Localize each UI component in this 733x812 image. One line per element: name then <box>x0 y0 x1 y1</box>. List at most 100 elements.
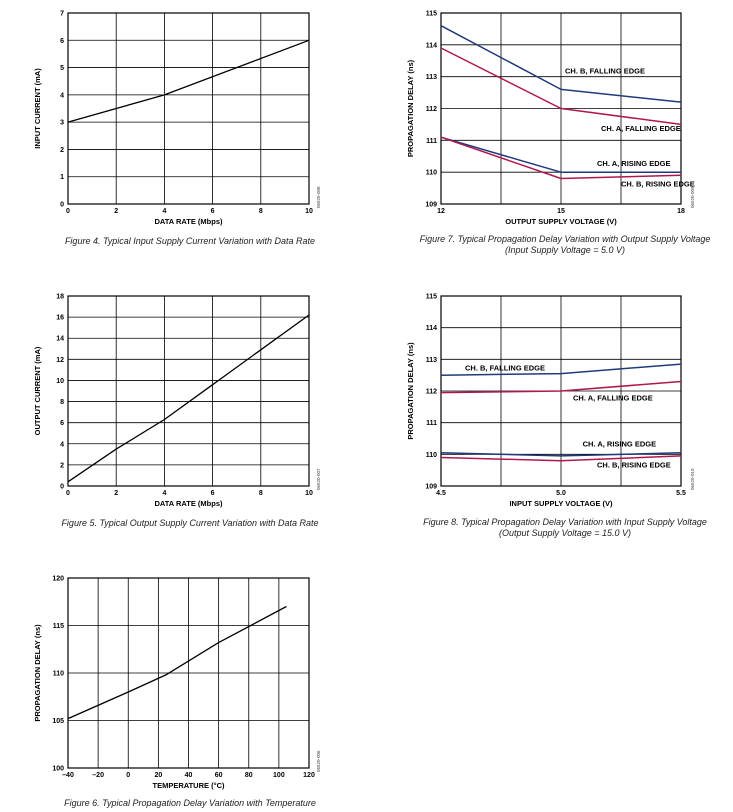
series-line-3 <box>440 136 681 173</box>
series-line-1 <box>67 314 310 483</box>
x-tick-label: 40 <box>185 772 193 779</box>
y-tick-label: 0 <box>60 202 64 209</box>
series-line-1 <box>67 39 310 123</box>
y-tick-label: 110 <box>426 452 437 459</box>
x-axis-label: DATA RATE (Mbps) <box>154 217 223 226</box>
x-tick-label: 4 <box>162 490 166 497</box>
x-tick-label: 100 <box>273 772 285 779</box>
x-tick-label: 10 <box>305 208 313 215</box>
chart-fig6: –40 –20 0 20 40 60 80 100 120 100 105 110 115 120 TEMP… <box>33 576 321 791</box>
plot-frame <box>67 295 310 487</box>
y-tick-label: 115 <box>426 11 437 18</box>
x-tick-label: 2 <box>114 208 118 215</box>
x-tick-label: 60 <box>215 772 223 779</box>
x-tick-label: –40 <box>62 772 74 779</box>
series-annotation: CH. A, FALLING EDGE <box>573 394 653 403</box>
x-tick-label: 5.5 <box>676 490 686 497</box>
y-tick-label: 8 <box>60 399 64 406</box>
chart-fig4: 0 2 4 6 8 10 0 1 2 3 4 5 6 7 DATA RATE (Mbps) INPUT CUR… <box>33 11 321 227</box>
x-tick-label: 0 <box>66 208 70 215</box>
caption-fig6: Figure 6. Typical Propagation Delay Vari… <box>64 798 316 808</box>
y-tick-label: 100 <box>52 766 64 773</box>
x-tick-label: 0 <box>126 772 130 779</box>
series-line-4 <box>440 136 682 180</box>
y-tick-label: 111 <box>426 420 437 427</box>
y-tick-label: 14 <box>56 336 64 343</box>
caption-fig8: Figure 8. Typical Propagation Delay Vari… <box>423 517 707 538</box>
y-tick-label: 114 <box>426 42 437 49</box>
y-tick-label: 16 <box>56 315 64 322</box>
series-line-4 <box>440 455 682 462</box>
y-tick-label: 2 <box>60 462 64 469</box>
y-axis-label: INPUT CURRENT (mA) <box>33 68 42 149</box>
y-tick-label: 0 <box>60 484 64 491</box>
plot-frame <box>67 12 310 205</box>
y-tick-label: 110 <box>53 671 64 678</box>
y-tick-label: 109 <box>425 202 437 209</box>
series-annotation: CH. B, RISING EDGE <box>597 461 671 470</box>
y-tick-label: 5 <box>60 65 64 72</box>
y-tick-label: 112 <box>426 389 437 396</box>
x-tick-label: 0 <box>66 490 70 497</box>
x-axis-label: OUTPUT SUPPLY VOLTAGE (V) <box>505 217 617 226</box>
y-axis-label: OUTPUT CURRENT (mA) <box>33 346 42 435</box>
caption-fig5: Figure 5. Typical Output Supply Current … <box>61 518 319 528</box>
x-tick-label: 8 <box>259 490 263 497</box>
y-tick-label: 120 <box>52 576 64 583</box>
plot-frame <box>440 295 682 487</box>
y-tick-label: 1 <box>60 174 64 181</box>
y-tick-label: 12 <box>56 357 64 364</box>
x-tick-label: 8 <box>259 208 263 215</box>
figure-code: 06520-008 <box>316 186 321 208</box>
series-line-1 <box>67 605 287 720</box>
series-annotation: CH. B, FALLING EDGE <box>465 363 545 372</box>
y-tick-label: 109 <box>425 484 437 491</box>
x-tick-label: 4.5 <box>436 490 446 497</box>
x-tick-label: 5.0 <box>556 490 566 497</box>
x-axis-label: INPUT SUPPLY VOLTAGE (V) <box>509 499 613 508</box>
y-axis-label: PROPAGATION DELAY (ns) <box>406 342 415 440</box>
y-tick-label: 113 <box>426 74 437 81</box>
y-tick-label: 18 <box>56 294 64 301</box>
chart-fig7: 12 15 18 109 110 111 112 113 114 115 OUTPUT SUPPLY… <box>406 11 695 227</box>
y-tick-label: 114 <box>426 325 437 332</box>
y-tick-label: 6 <box>60 420 64 427</box>
series-line-3 <box>440 452 682 457</box>
series-annotation: CH. A, RISING EDGE <box>583 439 656 448</box>
y-tick-label: 3 <box>60 120 64 127</box>
series-line-1 <box>440 363 682 376</box>
caption-fig4: Figure 4. Typical Input Supply Current V… <box>64 236 316 246</box>
y-tick-label: 2 <box>60 147 64 154</box>
x-tick-label: 12 <box>437 208 445 215</box>
y-tick-label: 110 <box>426 170 437 177</box>
figure-code: 06520-009 <box>690 186 695 208</box>
y-tick-label: 112 <box>426 106 437 113</box>
chart-fig5: 0 2 4 6 8 10 0 2 4 6 8 10 12 14 16 18 DATA RATE (Mbps) OU… <box>33 294 321 509</box>
x-tick-label: 6 <box>211 490 215 497</box>
series-annotation: CH. A, RISING EDGE <box>597 159 670 168</box>
x-tick-label: 15 <box>557 208 565 215</box>
y-tick-label: 10 <box>56 378 64 385</box>
x-axis-label: DATA RATE (Mbps) <box>154 499 223 508</box>
y-tick-label: 111 <box>426 138 437 145</box>
series-annotation: CH. A, FALLING EDGE <box>601 124 681 133</box>
y-tick-label: 115 <box>426 294 437 301</box>
figure-code: 06520-010 <box>690 468 695 490</box>
series-annotation: CH. B, RISING EDGE <box>621 179 695 188</box>
x-tick-label: 6 <box>211 208 215 215</box>
y-tick-label: 4 <box>60 441 64 448</box>
y-axis-label: PROPAGATION DELAY (ns) <box>33 624 42 722</box>
x-tick-label: 4 <box>162 208 166 215</box>
x-tick-label: 120 <box>303 772 315 779</box>
plot-frame <box>440 12 682 205</box>
figure-code: 06520-006 <box>316 750 321 772</box>
caption-fig7: Figure 7. Typical Propagation Delay Vari… <box>419 234 711 255</box>
x-axis-label: TEMPERATURE (°C) <box>152 781 225 790</box>
y-axis-label: PROPAGATION DELAY (ns) <box>406 59 415 157</box>
x-tick-label: 20 <box>154 772 162 779</box>
x-tick-label: –20 <box>92 772 104 779</box>
x-tick-label: 10 <box>305 490 313 497</box>
figure-code: 06520-007 <box>316 468 321 490</box>
series-annotation: CH. B, FALLING EDGE <box>565 66 645 75</box>
y-tick-label: 105 <box>52 718 64 725</box>
